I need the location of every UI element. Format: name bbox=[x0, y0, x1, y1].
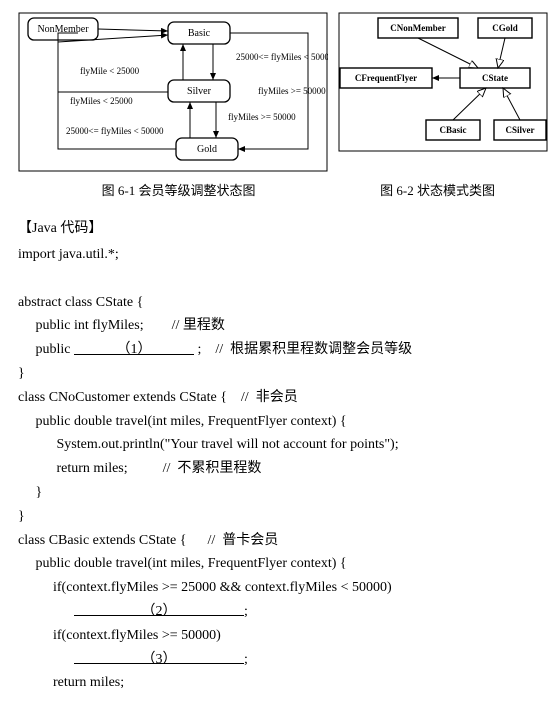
node-cgold: CGold bbox=[492, 23, 518, 33]
code-line: return miles; bbox=[18, 461, 128, 476]
blank-1: （1） bbox=[74, 338, 194, 354]
code-line: if(context.flyMiles >= 50000) bbox=[18, 628, 221, 643]
code-line: class CBasic extends CState { bbox=[18, 533, 186, 548]
code-line: abstract class CState { bbox=[18, 295, 143, 310]
code-line: } bbox=[18, 485, 42, 500]
code-punct: ; bbox=[244, 604, 248, 619]
node-csilver: CSilver bbox=[506, 125, 535, 135]
section-header: 【Java 代码】 bbox=[18, 217, 536, 237]
code-line: public double travel(int miles, Frequent… bbox=[18, 556, 347, 571]
code-punct: ; bbox=[244, 652, 248, 667]
edge-basic-gold: flyMiles >= 50000 bbox=[258, 86, 326, 96]
code-line: return miles; bbox=[18, 675, 124, 690]
code-comment: // 里程数 bbox=[172, 318, 225, 333]
code-punct: ; bbox=[198, 342, 202, 357]
blank-3: （3） bbox=[74, 648, 244, 664]
edge-gold-silver: 25000<= flyMiles < 50000 bbox=[66, 126, 164, 136]
state-diagram: NonMember Basic Silver Gold 25000<= flyM… bbox=[18, 12, 328, 172]
caption-row: 图 6-1 会员等级调整状态图 图 6-2 状态模式类图 bbox=[18, 180, 536, 199]
code-block: import java.util.*; abstract class CStat… bbox=[18, 243, 536, 695]
node-cnonmember: CNonMember bbox=[390, 23, 446, 33]
code-comment: // 非会员 bbox=[241, 390, 298, 405]
code-line: } bbox=[18, 509, 25, 524]
class-diagram: CNonMember CGold CFrequentFlyer CState C… bbox=[338, 12, 548, 172]
edge-gold-basic: flyMiles < 25000 bbox=[70, 96, 133, 106]
code-comment: // 不累积里程数 bbox=[163, 461, 262, 476]
code-line: public double travel(int miles, Frequent… bbox=[18, 414, 347, 429]
node-silver: Silver bbox=[187, 86, 212, 97]
edge-basic-silver: 25000<= flyMiles < 50000 bbox=[236, 52, 328, 62]
code-line: System.out.println("Your travel will not… bbox=[18, 437, 399, 452]
code-line: public int flyMiles; bbox=[18, 318, 144, 333]
node-cfrequentflyer: CFrequentFlyer bbox=[355, 73, 417, 83]
code-line: import java.util.*; bbox=[18, 247, 119, 262]
node-cbasic: CBasic bbox=[440, 125, 467, 135]
node-cstate: CState bbox=[482, 73, 508, 83]
edge-silver-gold: flyMiles >= 50000 bbox=[228, 112, 296, 122]
code-line: } bbox=[18, 366, 25, 381]
diagrams-row: NonMember Basic Silver Gold 25000<= flyM… bbox=[18, 12, 536, 172]
code-comment: // 根据累积里程数调整会员等级 bbox=[215, 342, 412, 357]
code-comment: // 普卡会员 bbox=[207, 533, 278, 548]
edge-silver-basic: flyMile < 25000 bbox=[80, 66, 140, 76]
code-line: if(context.flyMiles >= 25000 && context.… bbox=[18, 580, 392, 595]
caption-left: 图 6-1 会员等级调整状态图 bbox=[18, 180, 339, 199]
caption-right: 图 6-2 状态模式类图 bbox=[339, 180, 536, 199]
code-line: class CNoCustomer extends CState { bbox=[18, 390, 227, 405]
node-gold: Gold bbox=[197, 144, 217, 155]
node-basic: Basic bbox=[188, 28, 211, 39]
blank-2: （2） bbox=[74, 600, 244, 616]
code-line: public bbox=[18, 342, 71, 357]
